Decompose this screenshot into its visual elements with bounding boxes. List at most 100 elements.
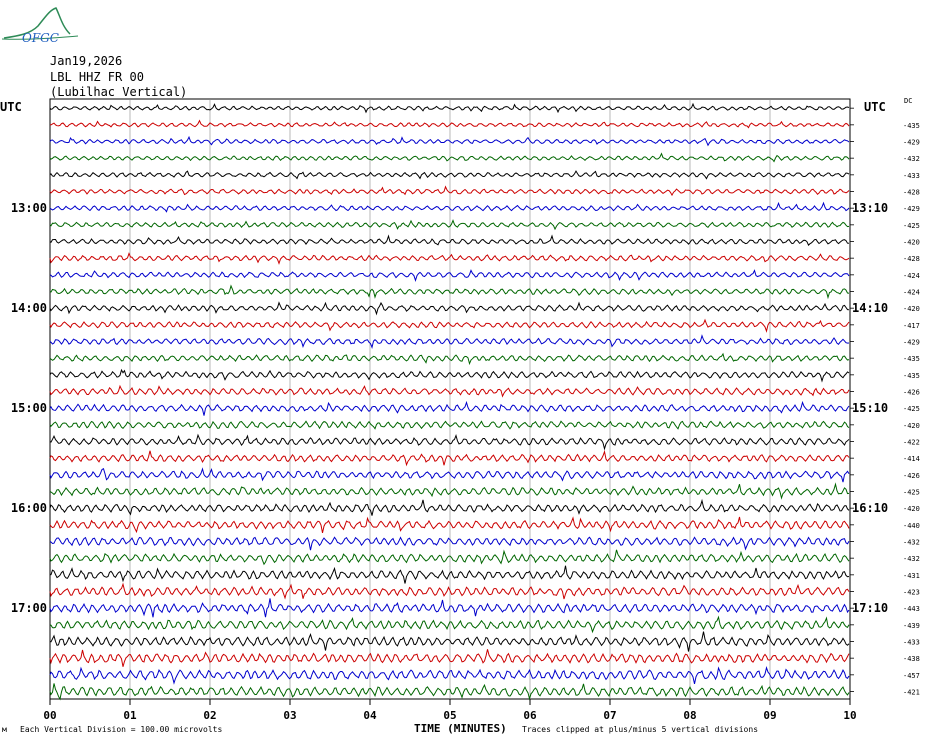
- seismic-trace: [49, 252, 850, 265]
- seismic-trace: [49, 102, 850, 114]
- seismic-trace: [49, 549, 850, 566]
- seismic-trace: [49, 498, 850, 516]
- seismic-trace: [49, 368, 850, 383]
- seismic-trace: [49, 201, 850, 213]
- footer-mark: м: [2, 725, 7, 734]
- x-tick-label: 05: [443, 709, 456, 722]
- dc-offset-label: -432: [903, 155, 920, 163]
- x-tick-label: 08: [683, 709, 696, 722]
- left-hour-label: 13:00: [11, 201, 47, 215]
- clip-note: Traces clipped at plus/minus 5 vertical …: [522, 725, 759, 734]
- right-hour-label: 13:10: [852, 201, 888, 215]
- seismic-trace: [49, 219, 850, 231]
- seismic-trace: [49, 482, 850, 500]
- seismic-trace: [49, 649, 850, 667]
- dc-offset-label: -425: [903, 489, 920, 497]
- right-hour-label: 14:10: [852, 301, 888, 315]
- x-axis-title: TIME (MINUTES): [414, 722, 507, 735]
- seismic-trace: [49, 420, 850, 430]
- dc-offset-label: -432: [903, 539, 920, 547]
- right-utc-label: UTC: [864, 100, 886, 114]
- dc-offset-label: -428: [903, 189, 920, 197]
- logo-text: OFGC: [22, 31, 59, 45]
- ofgc-logo: OFGC: [1, 7, 79, 45]
- seismic-trace: [49, 449, 850, 467]
- right-hour-label: 16:10: [852, 501, 888, 515]
- dc-offset-label: -426: [903, 472, 920, 480]
- x-tick-label: 03: [283, 709, 296, 722]
- dc-offset-label: -433: [903, 639, 920, 647]
- seismic-trace: [49, 152, 850, 163]
- dc-offset-label: -435: [903, 355, 920, 363]
- seismic-trace: [49, 598, 850, 618]
- left-hour-label: 16:00: [11, 501, 47, 515]
- seismic-trace: [49, 666, 850, 685]
- dc-offset-label: -435: [903, 372, 920, 380]
- station-location: (Lubilhac Vertical): [50, 85, 188, 99]
- station-code: LBL HHZ FR 00: [50, 70, 144, 84]
- dc-offset-label: -429: [903, 205, 920, 213]
- x-tick-label: 10: [843, 709, 856, 722]
- left-hour-label: 15:00: [11, 401, 47, 415]
- seismic-trace: [49, 384, 850, 398]
- x-tick-label: 06: [523, 709, 537, 722]
- scale-note: Each Vertical Division = 100.00 microvol…: [20, 725, 223, 734]
- dc-offset-label: -414: [903, 455, 920, 463]
- dc-offset-label: -424: [903, 272, 920, 280]
- seismic-trace: [49, 269, 850, 283]
- right-hour-label: 17:10: [852, 601, 888, 615]
- left-hour-label: 14:00: [11, 301, 47, 315]
- seismic-trace: [49, 334, 850, 349]
- seismic-trace: [49, 318, 850, 333]
- dc-offset-label: -443: [903, 605, 920, 613]
- x-tick-label: 02: [203, 709, 216, 722]
- record-date: Jan19,2026: [50, 54, 123, 68]
- dc-offset-label: -421: [903, 689, 920, 697]
- dc-offset-label: -420: [903, 239, 920, 247]
- dc-offset-label: -429: [903, 139, 920, 147]
- x-tick-label: 01: [123, 709, 137, 722]
- seismic-trace: [49, 516, 850, 534]
- x-tick-label: 09: [763, 709, 776, 722]
- seismic-trace: [49, 683, 850, 701]
- dc-offset-label: -423: [903, 589, 920, 597]
- seismic-trace: [49, 536, 850, 551]
- seismic-trace: [49, 433, 850, 451]
- dc-offset-label: -417: [903, 322, 920, 330]
- seismic-trace: [49, 185, 850, 197]
- seismic-trace: [49, 119, 850, 129]
- seismic-trace: [49, 284, 850, 300]
- seismic-trace: [49, 400, 850, 416]
- dc-offset-label: -429: [903, 339, 920, 347]
- dc-offset-label: -435: [903, 122, 920, 130]
- seismic-trace: [49, 615, 850, 634]
- dc-offset-label: -420: [903, 505, 920, 513]
- dc-offset-label: -428: [903, 255, 920, 263]
- dc-offset-label: -438: [903, 655, 920, 663]
- dc-offset-label: -425: [903, 405, 920, 413]
- dc-offset-label: -439: [903, 622, 920, 630]
- seismic-trace: [49, 565, 850, 584]
- dc-offset-label: -431: [903, 572, 920, 580]
- dc-offset-label: -440: [903, 522, 920, 530]
- dc-offset-label: -420: [903, 422, 920, 430]
- dc-offset-label: -420: [903, 305, 920, 313]
- dc-offset-label: -422: [903, 439, 920, 447]
- seismic-trace: [49, 467, 850, 483]
- dc-offset-label: -424: [903, 289, 920, 297]
- x-tick-label: 07: [603, 709, 616, 722]
- left-utc-label: UTC: [0, 100, 22, 114]
- dc-label: DC: [904, 97, 913, 105]
- seismic-trace: [49, 582, 850, 600]
- dc-offset-label: -457: [903, 672, 920, 680]
- seismic-trace: [49, 170, 850, 180]
- dc-offset-label: -426: [903, 389, 920, 397]
- right-hour-label: 15:10: [852, 401, 888, 415]
- seismic-trace: [49, 631, 850, 652]
- seismic-trace: [49, 135, 850, 147]
- dc-offset-label: -432: [903, 555, 920, 563]
- seismic-trace: [49, 301, 850, 316]
- dc-offset-label: -425: [903, 222, 920, 230]
- left-hour-label: 17:00: [11, 601, 47, 615]
